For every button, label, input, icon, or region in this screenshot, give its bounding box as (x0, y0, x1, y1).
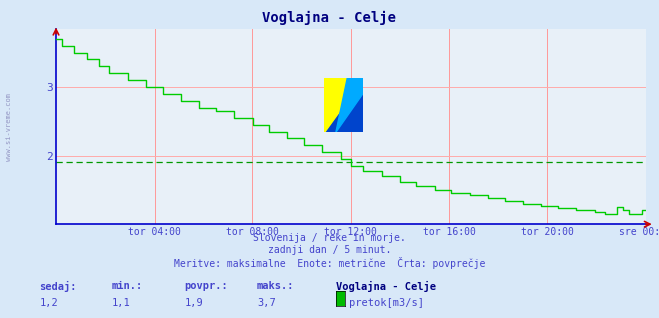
Text: sedaj:: sedaj: (40, 281, 77, 293)
Text: 1,2: 1,2 (40, 298, 58, 308)
Text: 1,1: 1,1 (112, 298, 130, 308)
Text: Voglajna - Celje: Voglajna - Celje (336, 281, 436, 293)
Text: min.:: min.: (112, 281, 143, 291)
Text: Meritve: maksimalne  Enote: metrične  Črta: povprečje: Meritve: maksimalne Enote: metrične Črta… (174, 257, 485, 269)
Text: povpr.:: povpr.: (185, 281, 228, 291)
Text: 3,7: 3,7 (257, 298, 275, 308)
Text: maks.:: maks.: (257, 281, 295, 291)
Text: pretok[m3/s]: pretok[m3/s] (349, 298, 424, 308)
Text: www.si-vreme.com: www.si-vreme.com (5, 93, 12, 161)
Text: zadnji dan / 5 minut.: zadnji dan / 5 minut. (268, 245, 391, 255)
Text: Voglajna - Celje: Voglajna - Celje (262, 11, 397, 25)
Text: 1,9: 1,9 (185, 298, 203, 308)
Text: Slovenija / reke in morje.: Slovenija / reke in morje. (253, 233, 406, 243)
